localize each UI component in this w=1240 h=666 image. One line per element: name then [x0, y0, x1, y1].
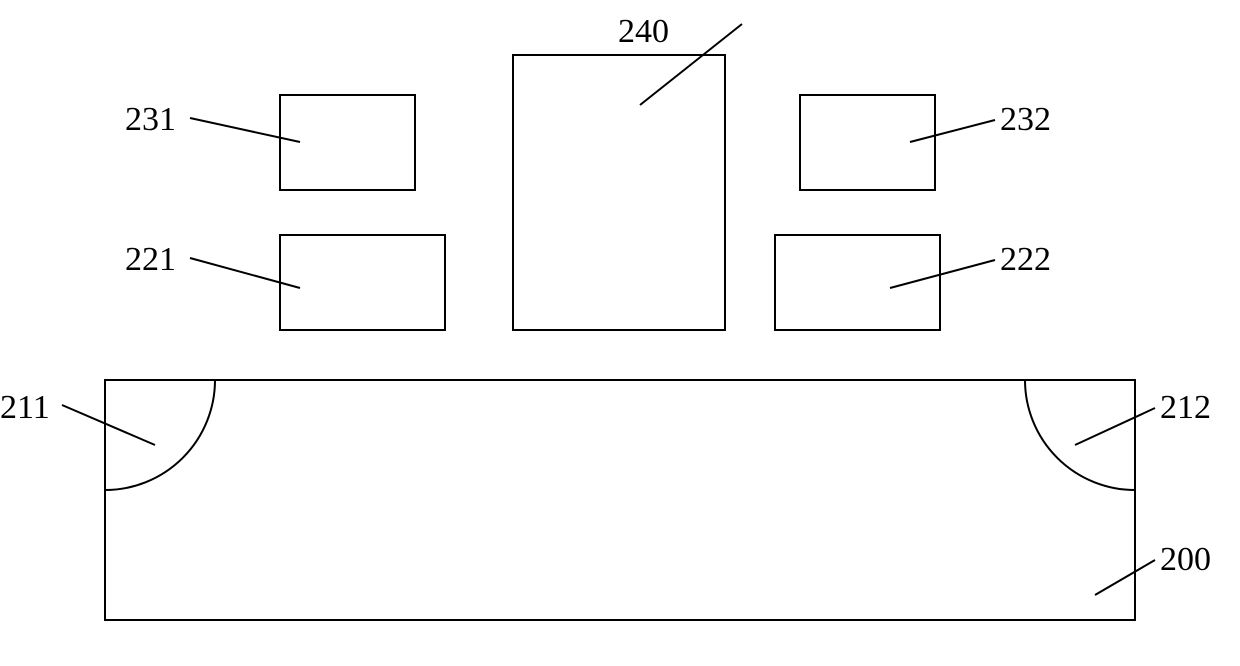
leader-200	[1095, 560, 1155, 595]
label-211: 211	[0, 389, 50, 426]
leader-221	[190, 258, 300, 288]
box-222	[775, 235, 940, 330]
box-221	[280, 235, 445, 330]
label-222: 222	[1000, 241, 1051, 278]
label-231: 231	[125, 101, 176, 138]
leader-222	[890, 260, 995, 288]
substrate-rect	[105, 380, 1135, 620]
leader-231	[190, 118, 300, 142]
box-232	[800, 95, 935, 190]
well-left-arc	[105, 380, 215, 490]
leader-232	[910, 120, 995, 142]
label-240: 240	[618, 13, 669, 50]
box-240	[513, 55, 725, 330]
label-212: 212	[1160, 389, 1211, 426]
label-232: 232	[1000, 101, 1051, 138]
label-200: 200	[1160, 541, 1211, 578]
box-231	[280, 95, 415, 190]
label-221: 221	[125, 241, 176, 278]
well-right-arc	[1025, 380, 1135, 490]
leader-211	[62, 405, 155, 445]
leader-212	[1075, 408, 1155, 445]
